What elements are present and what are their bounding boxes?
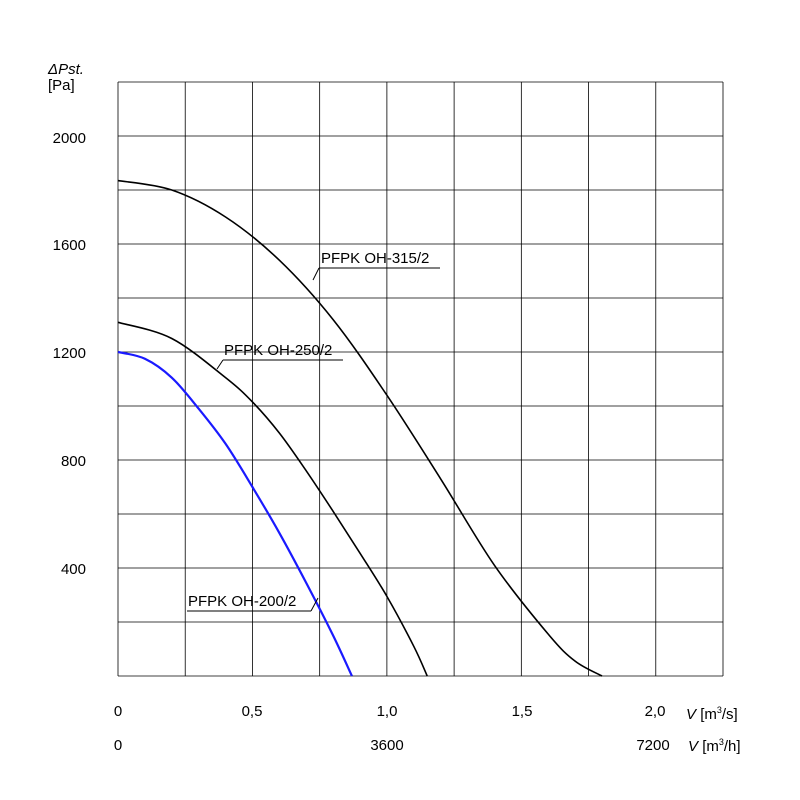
curves	[117, 179, 603, 677]
series-curve	[117, 321, 428, 677]
y-axis-unit: [Pa]	[48, 77, 75, 94]
y-axis-symbol: ΔPst.	[48, 61, 84, 78]
label-leader-line	[312, 267, 320, 281]
y-tick-label: 400	[60, 561, 86, 578]
series-label-oh200: PFPK OH-200/2	[188, 593, 297, 610]
label-leader-line	[216, 359, 224, 370]
series-curve	[117, 179, 603, 677]
series-curve	[117, 350, 353, 677]
x-tick-label: 0	[113, 703, 123, 720]
series-label-oh250: PFPK OH-250/2	[224, 342, 333, 359]
x-secondary-tick-label: 7200	[636, 737, 670, 754]
x-tick-label: 1,0	[376, 703, 398, 720]
y-tick-label: 2000	[52, 130, 86, 147]
x-axis-title-primary: V [m3/s]	[686, 705, 738, 723]
y-tick-label: 800	[60, 453, 86, 470]
y-tick-label: 1200	[52, 345, 86, 362]
x-tick-label: 1,5	[511, 703, 533, 720]
y-tick-label: 1600	[52, 237, 86, 254]
label-leaders	[187, 267, 440, 612]
x-secondary-tick-label: 3600	[370, 737, 404, 754]
grid	[117, 81, 724, 677]
x-tick-label: 0,5	[241, 703, 263, 720]
x-axis-title-secondary: V [m3/h]	[688, 737, 741, 755]
label-leader-line	[310, 597, 319, 612]
x-tick-label: 2,0	[644, 703, 666, 720]
x-secondary-tick-label: 0	[113, 737, 123, 754]
series-label-oh315: PFPK OH-315/2	[321, 250, 430, 267]
